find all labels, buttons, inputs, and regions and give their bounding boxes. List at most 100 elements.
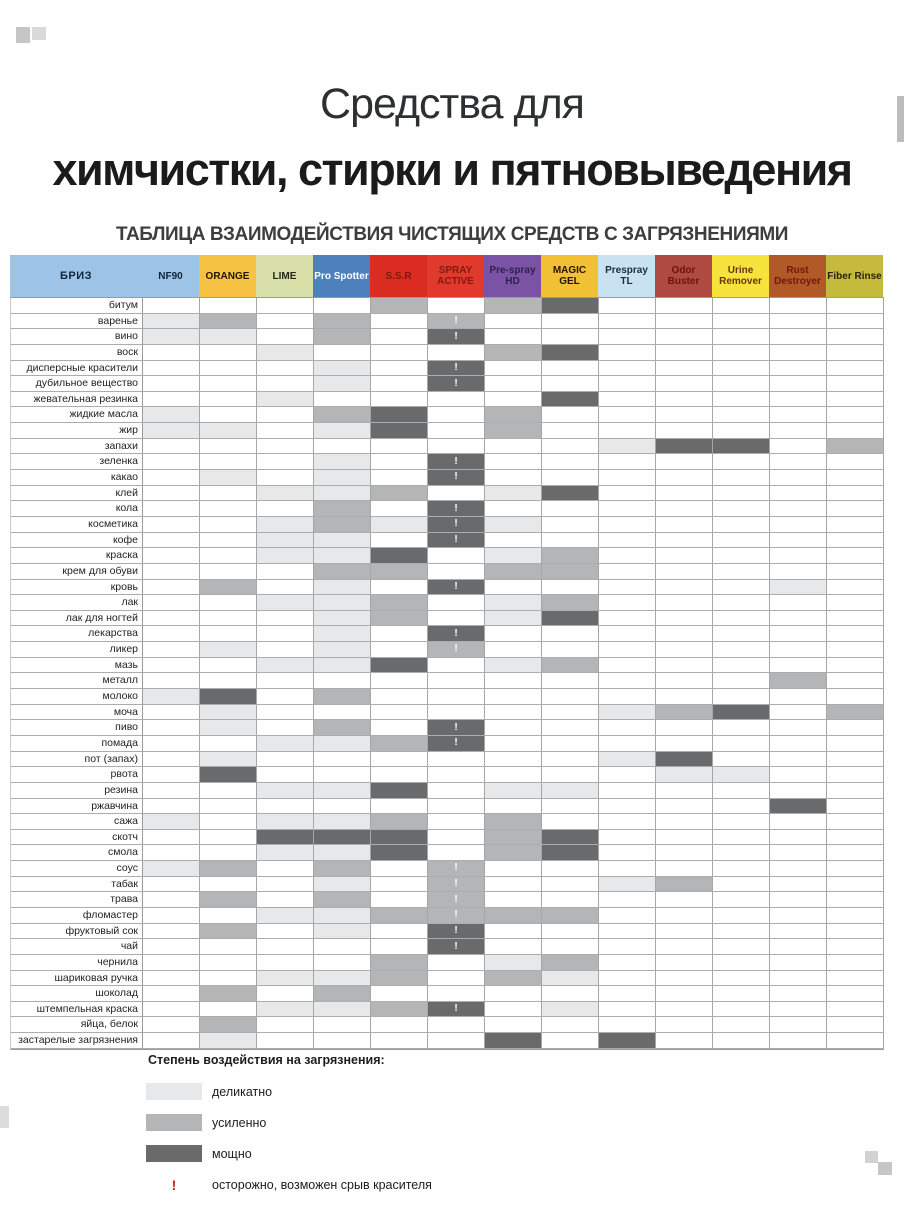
- table-cell: [713, 626, 770, 643]
- table-cell: [371, 485, 428, 502]
- table-cell: [143, 986, 200, 1002]
- table-cell: [599, 829, 656, 846]
- table-cell: [713, 313, 770, 330]
- table-cell: [713, 454, 770, 471]
- table-cell: !: [428, 923, 485, 940]
- table-cell: [713, 657, 770, 674]
- table-cell: [713, 735, 770, 752]
- table-cell: [314, 329, 371, 345]
- table-cell: [314, 516, 371, 533]
- table-cell: [200, 485, 257, 502]
- table-cell: [599, 313, 656, 330]
- table-cell: [827, 861, 884, 877]
- table-cell: [428, 845, 485, 862]
- table-cell: [143, 548, 200, 564]
- table-cell: [200, 360, 257, 377]
- column-header-prespray-tl: Prespray TL: [598, 255, 655, 297]
- table-cell: [200, 313, 257, 330]
- table-cell: [314, 595, 371, 611]
- table-cell: [827, 892, 884, 908]
- table-cell: [314, 407, 371, 424]
- table-cell: [827, 954, 884, 971]
- table-cell: [485, 767, 542, 783]
- table-cell: [200, 610, 257, 627]
- table-cell: [200, 892, 257, 908]
- table-cell: [485, 876, 542, 893]
- table-cell: [200, 548, 257, 564]
- table-cell: [770, 532, 827, 549]
- table-cell: [542, 657, 599, 674]
- row-label: запахи: [11, 438, 143, 455]
- table-cell: !: [428, 516, 485, 533]
- table-cell: [713, 470, 770, 486]
- table-cell: [257, 532, 314, 549]
- table-cell: [656, 720, 713, 736]
- table-cell: [485, 751, 542, 768]
- row-label: кровь: [11, 579, 143, 596]
- table-cell: [485, 1017, 542, 1034]
- table-cell: [770, 610, 827, 627]
- table-cell: [371, 329, 428, 345]
- row-label: ржавчина: [11, 798, 143, 815]
- table-cell: [770, 298, 827, 314]
- table-cell: [770, 829, 827, 846]
- table-cell: [713, 579, 770, 596]
- table-cell: [770, 423, 827, 439]
- table-cell: [314, 845, 371, 862]
- row-label: чернила: [11, 954, 143, 971]
- table-cell: [485, 610, 542, 627]
- table-cell: [143, 923, 200, 940]
- legend-title: Степень воздействия на загрязнения:: [148, 1053, 385, 1067]
- table-cell: [143, 329, 200, 345]
- table-cell: [428, 814, 485, 830]
- table-cell: [485, 829, 542, 846]
- table-cell: [656, 767, 713, 783]
- table-cell: [713, 501, 770, 517]
- table-cell: [599, 861, 656, 877]
- row-label: застарелые загрязнения: [11, 1033, 143, 1049]
- table-cell: [371, 595, 428, 611]
- row-label: битум: [11, 298, 143, 314]
- table-cell: [713, 1017, 770, 1034]
- table-cell: [428, 595, 485, 611]
- table-cell: [770, 344, 827, 361]
- table-cell: [599, 751, 656, 768]
- table-cell: [371, 454, 428, 471]
- table-cell: [599, 798, 656, 815]
- table-cell: [656, 407, 713, 424]
- scan-artifact: [0, 1106, 9, 1128]
- table-cell: [656, 626, 713, 643]
- column-header-orange: ORANGE: [199, 255, 256, 297]
- table-cell: [143, 642, 200, 658]
- table-cell: [770, 704, 827, 721]
- table-cell: !: [428, 939, 485, 955]
- table-cell: [371, 610, 428, 627]
- row-label: жевательная резинка: [11, 391, 143, 408]
- table-cell: [257, 814, 314, 830]
- table-cell: [542, 516, 599, 533]
- table-cell: [257, 391, 314, 408]
- row-label: моча: [11, 704, 143, 721]
- table-cell: [143, 485, 200, 502]
- table-cell: [428, 407, 485, 424]
- table-cell: [656, 391, 713, 408]
- table-cell: [599, 454, 656, 471]
- table-cell: [257, 298, 314, 314]
- table-cell: [599, 782, 656, 799]
- table-cell: [200, 876, 257, 893]
- table-cell: [656, 516, 713, 533]
- table-cell: [542, 548, 599, 564]
- table-cell: [200, 767, 257, 783]
- table-cell: [770, 751, 827, 768]
- row-label: лак для ногтей: [11, 610, 143, 627]
- legend-item-label: деликатно: [212, 1084, 273, 1099]
- table-cell: !: [428, 532, 485, 549]
- table-cell: [770, 563, 827, 580]
- table-cell: [827, 1033, 884, 1049]
- table-cell: [770, 548, 827, 564]
- table-cell: [371, 298, 428, 314]
- table-cell: [314, 782, 371, 799]
- row-label: вино: [11, 329, 143, 345]
- table-cell: [656, 595, 713, 611]
- row-label: шоколад: [11, 986, 143, 1002]
